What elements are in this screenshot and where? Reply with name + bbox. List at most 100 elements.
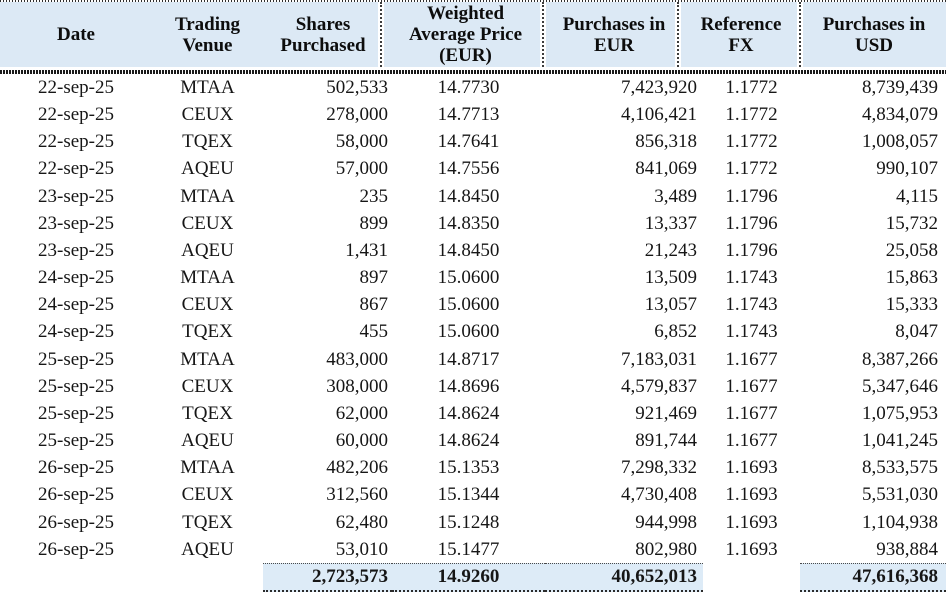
cell-purchases-usd: 8,739,439 xyxy=(862,77,938,98)
cell-weighted-average-price: 15.0600 xyxy=(437,267,500,289)
cell-purchases-usd: 990,107 xyxy=(876,158,938,180)
cell-purchases-eur: 856,318 xyxy=(635,131,697,153)
cell-weighted-average-price: 15.1353 xyxy=(437,457,500,479)
cell-shares-purchased: 867 xyxy=(359,294,389,316)
cell-reference-fx: 1.1772 xyxy=(725,131,778,153)
table-row: 25-sep-25 AQEU 60,000 14.8624 891,744 1.1677 1… xyxy=(0,427,946,454)
header-column-separator xyxy=(675,2,681,67)
cell-reference-fx: 1.1677 xyxy=(725,348,778,370)
cell-weighted-average-price: 14.8350 xyxy=(437,212,500,234)
cell-purchases-eur: 7,183,031 xyxy=(621,348,697,370)
cell-trading-venue: MTAA xyxy=(180,348,235,370)
total-empty-reference-fx xyxy=(703,563,800,592)
total-weighted-average-price: 14.9260 xyxy=(392,562,545,592)
cell-weighted-average-price: 15.0600 xyxy=(437,294,500,316)
cell-date: 23-sep-25 xyxy=(38,239,114,261)
cell-date: 23-sep-25 xyxy=(38,212,114,234)
header-column-separator xyxy=(378,2,384,67)
cell-trading-venue: MTAA xyxy=(180,457,235,479)
cell-reference-fx: 1.1796 xyxy=(725,239,778,261)
cell-weighted-average-price: 14.8696 xyxy=(437,375,500,397)
total-purchases-usd: 47,616,368 xyxy=(800,562,946,592)
table-row: 23-sep-25 MTAA 235 14.8450 3,489 1.1796 4,115 xyxy=(0,183,946,210)
cell-weighted-average-price: 15.1248 xyxy=(437,511,500,533)
cell-weighted-average-price: 15.1477 xyxy=(437,538,500,560)
cell-date: 25-sep-25 xyxy=(38,402,114,424)
cell-trading-venue: TQEX xyxy=(182,131,233,153)
header-cell-purchases-eur: Purchases in EUR xyxy=(562,13,666,56)
cell-reference-fx: 1.1677 xyxy=(725,375,778,397)
cell-shares-purchased: 455 xyxy=(359,321,389,343)
cell-date: 24-sep-25 xyxy=(38,321,114,343)
table-row: 25-sep-25 MTAA 483,000 14.8717 7,183,031 1.16… xyxy=(0,346,946,373)
total-purchases-eur: 40,652,013 xyxy=(545,562,703,592)
table-header-row: Date Trading Venue Shares Purchased Weig… xyxy=(0,2,946,67)
table-row: 26-sep-25 CEUX 312,560 15.1344 4,730,408 1.16… xyxy=(0,481,946,508)
cell-reference-fx: 1.1693 xyxy=(725,538,778,560)
cell-trading-venue: MTAA xyxy=(180,77,235,98)
table-row: 26-sep-25 MTAA 482,206 15.1353 7,298,332 1.16… xyxy=(0,454,946,481)
cell-weighted-average-price: 14.8624 xyxy=(437,430,500,452)
table-row: 25-sep-25 CEUX 308,000 14.8696 4,579,837 1.16… xyxy=(0,373,946,400)
cell-reference-fx: 1.1677 xyxy=(725,430,778,452)
cell-trading-venue: AQEU xyxy=(181,158,234,180)
cell-purchases-eur: 802,980 xyxy=(635,538,697,560)
table-row: 23-sep-25 AQEU 1,431 14.8450 21,243 1.1796 25,… xyxy=(0,237,946,264)
header-cell-shares-purchased: Shares Purchased xyxy=(280,13,366,56)
header-cell-purchases-usd: Purchases in USD xyxy=(822,13,926,56)
cell-shares-purchased: 58,000 xyxy=(335,131,388,153)
table-body: 22-sep-25 MTAA 502,533 14.7730 7,423,920 1.17… xyxy=(0,74,946,563)
cell-purchases-eur: 921,469 xyxy=(635,402,697,424)
cell-trading-venue: MTAA xyxy=(180,185,235,207)
cell-reference-fx: 1.1677 xyxy=(725,402,778,424)
cell-weighted-average-price: 14.8717 xyxy=(437,348,500,370)
cell-shares-purchased: 483,000 xyxy=(326,348,388,370)
cell-shares-purchased: 502,533 xyxy=(326,77,388,98)
header-bottom-rule xyxy=(0,70,946,74)
cell-purchases-eur: 4,730,408 xyxy=(621,484,697,506)
cell-purchases-eur: 13,337 xyxy=(644,212,697,234)
cell-shares-purchased: 235 xyxy=(359,185,389,207)
cell-purchases-eur: 21,243 xyxy=(644,239,697,261)
cell-weighted-average-price: 14.7713 xyxy=(437,104,500,126)
cell-date: 25-sep-25 xyxy=(38,375,114,397)
cell-trading-venue: AQEU xyxy=(181,430,234,452)
cell-trading-venue: TQEX xyxy=(182,511,233,533)
cell-reference-fx: 1.1693 xyxy=(725,484,778,506)
cell-purchases-usd: 5,347,646 xyxy=(862,375,938,397)
cell-date: 26-sep-25 xyxy=(38,511,114,533)
cell-date: 24-sep-25 xyxy=(38,294,114,316)
cell-shares-purchased: 482,206 xyxy=(326,457,388,479)
cell-trading-venue: CEUX xyxy=(181,104,234,126)
cell-shares-purchased: 312,560 xyxy=(326,484,388,506)
cell-shares-purchased: 308,000 xyxy=(326,375,388,397)
header-cell-trading-venue: Trading Venue xyxy=(174,13,241,56)
cell-purchases-usd: 15,333 xyxy=(885,294,938,316)
cell-reference-fx: 1.1693 xyxy=(725,457,778,479)
cell-weighted-average-price: 15.1344 xyxy=(437,484,500,506)
cell-date: 24-sep-25 xyxy=(38,267,114,289)
cell-weighted-average-price: 14.7641 xyxy=(437,131,500,153)
cell-purchases-eur: 944,998 xyxy=(635,511,697,533)
cell-purchases-usd: 938,884 xyxy=(876,538,938,560)
cell-weighted-average-price: 14.8450 xyxy=(437,239,500,261)
header-cell-reference-fx: Reference FX xyxy=(700,13,782,56)
cell-purchases-eur: 6,852 xyxy=(654,321,697,343)
total-empty-date xyxy=(0,563,152,592)
cell-date: 22-sep-25 xyxy=(38,131,114,153)
cell-date: 26-sep-25 xyxy=(38,457,114,479)
cell-purchases-usd: 8,047 xyxy=(895,321,938,343)
cell-reference-fx: 1.1743 xyxy=(725,321,778,343)
cell-shares-purchased: 53,010 xyxy=(335,538,388,560)
cell-purchases-usd: 4,115 xyxy=(895,185,938,207)
cell-trading-venue: CEUX xyxy=(181,484,234,506)
cell-weighted-average-price: 14.7730 xyxy=(437,77,500,98)
cell-date: 25-sep-25 xyxy=(38,348,114,370)
table-top-rule xyxy=(0,0,946,2)
table-row: 22-sep-25 CEUX 278,000 14.7713 4,106,421 1.17… xyxy=(0,101,946,128)
cell-date: 22-sep-25 xyxy=(38,77,114,98)
total-shares-purchased: 2,723,573 xyxy=(263,562,392,592)
cell-trading-venue: CEUX xyxy=(181,375,234,397)
cell-reference-fx: 1.1743 xyxy=(725,294,778,316)
